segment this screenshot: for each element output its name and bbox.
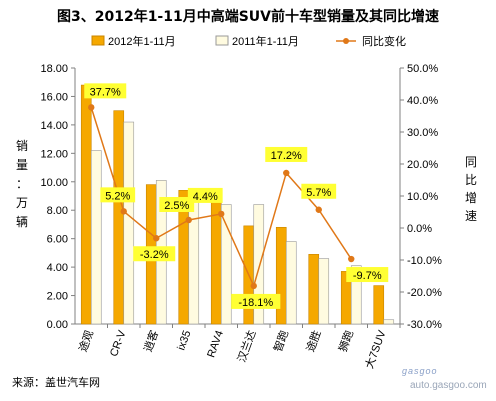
x-tick-label: RAV4 xyxy=(205,329,226,359)
yoy-point xyxy=(88,104,95,111)
bar-2012 xyxy=(113,110,125,325)
yoy-point xyxy=(348,255,355,263)
yoy-point xyxy=(250,282,257,290)
yoy-point xyxy=(185,216,192,224)
bar-2012 xyxy=(80,84,92,325)
y2-tick-label: -30.0% xyxy=(407,319,442,331)
x-tick-label: 途观 xyxy=(75,328,96,353)
bar-2011 xyxy=(253,204,265,325)
data-label: 5.7% xyxy=(306,187,331,199)
bar-2012 xyxy=(373,285,385,325)
y2-tick-label: 40.0% xyxy=(407,95,438,107)
y-axis-title-char: 辆 xyxy=(16,215,28,229)
y2-tick-label: 50.0% xyxy=(407,63,438,75)
bar-2011 xyxy=(90,150,102,325)
data-label-bg xyxy=(133,246,176,262)
y-tick-label: 0.00 xyxy=(47,319,68,331)
y2-tick-label: 20.0% xyxy=(407,159,438,171)
y2-tick-label: 0.0% xyxy=(407,223,432,235)
y-tick-label: 10.00 xyxy=(40,177,68,189)
x-tick-label: 狮跑 xyxy=(335,328,356,353)
y-tick-label: 6.00 xyxy=(47,234,68,246)
legend-label-2012: 2012年1-11月 xyxy=(108,34,176,48)
data-label: -18.1% xyxy=(238,297,273,309)
y-tick-label: 16.00 xyxy=(40,91,68,103)
y-tick-label: 12.00 xyxy=(40,148,68,160)
legend-label-yoy: 同比变化 xyxy=(362,34,406,48)
yoy-point xyxy=(153,235,160,242)
y2-tick-label: 30.0% xyxy=(407,127,438,139)
x-tick-label: 途胜 xyxy=(303,328,324,353)
legend-swatch-2011 xyxy=(215,35,229,46)
y-tick-label: 18.00 xyxy=(40,63,68,75)
watermark-url: auto.gasgoo.com xyxy=(410,380,487,391)
y2-tick-label: 10.0% xyxy=(407,191,438,203)
data-label: -9.7% xyxy=(353,270,382,282)
x-tick-label: 智跑 xyxy=(270,328,291,353)
bar-2011 xyxy=(350,265,362,325)
chart-title: 图3、2012年1-11月中高端SUV前十车型销量及其同比增速 xyxy=(56,9,440,25)
data-label-bg xyxy=(265,146,308,162)
x-tick-label: 大7SUV xyxy=(362,328,389,371)
bars: 途观 CR-V 逍客 ix35 RAV4 汉兰达 智跑 途胜 狮跑 大7SUV xyxy=(75,84,401,371)
y2-axis-title-char: 比 xyxy=(465,173,477,187)
data-label: 17.2% xyxy=(271,150,302,162)
legend-swatch-2012 xyxy=(91,35,105,46)
legend: 2012年1-11月 2011年1-11月 同比变化 xyxy=(91,34,406,48)
bar-2012 xyxy=(210,198,222,325)
x-tick-label: 逍客 xyxy=(140,328,161,353)
bar-2012 xyxy=(275,226,287,325)
yoy-point xyxy=(120,208,127,215)
data-labels: 37.7% 5.2% -3.2% 2.5% 4.4% -18.1% 17.2% 5.7% -9.… xyxy=(84,83,389,309)
x-tick-label: 汉兰达 xyxy=(235,329,259,364)
y-axis-title-char: 销 xyxy=(16,139,28,153)
bar-2011 xyxy=(285,241,297,325)
y2-axis-title-char: 增 xyxy=(465,191,477,205)
yoy-point xyxy=(283,169,290,177)
legend-marker-yoy xyxy=(343,38,349,44)
data-label: 4.4% xyxy=(193,191,218,203)
y-tick-label: 4.00 xyxy=(47,262,68,274)
y2-tick-label: -10.0% xyxy=(407,255,442,267)
y-axis-title-char: 量 xyxy=(16,158,28,172)
data-label: 2.5% xyxy=(164,200,189,212)
y2-tick-label: -20.0% xyxy=(407,287,442,299)
bar-2011 xyxy=(188,192,200,325)
data-label: 5.2% xyxy=(105,190,130,202)
yoy-point xyxy=(218,210,225,218)
bar-2012 xyxy=(308,254,320,325)
y2-axis-title-char: 速 xyxy=(465,209,477,223)
x-tick-label: CR-V xyxy=(108,328,129,358)
y-tick-label: 8.00 xyxy=(47,205,68,217)
watermark-brand: gasgoo xyxy=(402,366,438,376)
x-tick-label: ix35 xyxy=(175,329,193,352)
yoy-point xyxy=(315,206,322,213)
legend-label-2011: 2011年1-11月 xyxy=(232,34,299,48)
bar-2011 xyxy=(318,258,330,325)
source-note: 来源：盖世汽车网 xyxy=(12,376,100,389)
y2-axis-title-char: 同 xyxy=(465,155,477,169)
bar-2011 xyxy=(220,204,232,325)
data-label-bg xyxy=(301,183,337,199)
data-label-bg xyxy=(84,83,127,99)
data-label-bg xyxy=(187,187,223,203)
data-label: -3.2% xyxy=(140,249,169,261)
y-tick-label: 2.00 xyxy=(47,291,68,303)
data-label-bg xyxy=(159,197,195,212)
y-tick-label: 14.00 xyxy=(40,120,68,132)
bar-2011 xyxy=(383,319,395,325)
bar-2011 xyxy=(123,121,135,325)
y-axis-title-char: 万 xyxy=(16,196,28,210)
y-axis-title-char: ： xyxy=(16,177,28,191)
data-label-bg xyxy=(231,293,281,309)
data-label-bg xyxy=(100,187,136,203)
data-label-bg xyxy=(346,267,389,283)
data-label: 37.7% xyxy=(90,86,121,98)
